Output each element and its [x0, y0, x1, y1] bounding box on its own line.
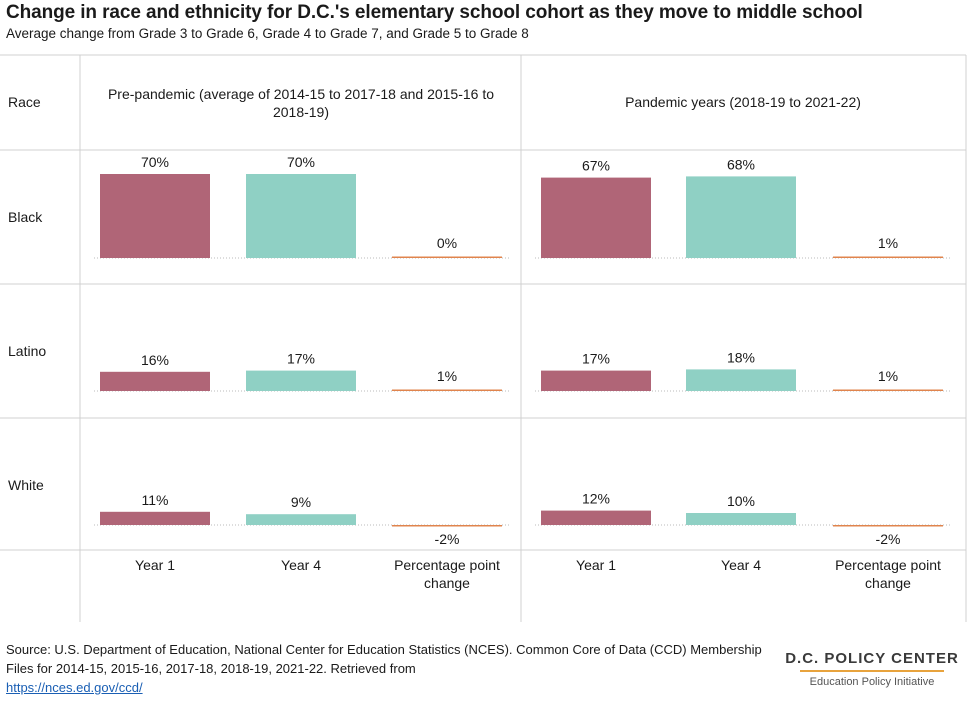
row-label-latino: Latino — [8, 343, 46, 359]
x-tick-label: Year 4 — [721, 557, 761, 573]
bar-white-p2-c3 — [833, 525, 943, 527]
row-label-white: White — [8, 477, 44, 493]
data-label: 68% — [727, 156, 755, 172]
x-tick-label: Percentage point change — [394, 557, 500, 591]
data-label: 1% — [878, 368, 898, 384]
bar-black-p1-c1 — [100, 174, 210, 258]
bar-latino-p1-c3 — [392, 389, 502, 391]
data-label: 12% — [582, 491, 610, 507]
source-note: Source: U.S. Department of Education, Na… — [6, 640, 766, 697]
bar-white-p2-c1 — [541, 510, 651, 525]
logo-sub-text: Education Policy Initiative — [809, 676, 935, 688]
source-link[interactable]: https://nces.ed.gov/ccd/ — [6, 680, 143, 695]
bar-latino-p2-c2 — [686, 369, 796, 391]
x-tick-label: Year 1 — [135, 557, 175, 573]
data-label: 70% — [141, 154, 169, 170]
data-label: 67% — [582, 158, 610, 174]
panel-title-pandemic: Pandemic years (2018-19 to 2021-22) — [625, 94, 861, 110]
bar-black-p1-c3 — [392, 256, 502, 258]
x-tick-label: Percentage point change — [835, 557, 941, 591]
data-label: 18% — [727, 349, 755, 365]
bar-black-p2-c1 — [541, 177, 651, 258]
bar-black-p2-c2 — [686, 176, 796, 258]
chart-title: Change in race and ethnicity for D.C.'s … — [6, 2, 863, 23]
data-label: 17% — [582, 351, 610, 367]
data-label: 9% — [291, 494, 311, 510]
data-label: -2% — [435, 531, 460, 547]
row-label-black: Black — [8, 209, 43, 225]
data-label: 11% — [142, 492, 169, 508]
dc-policy-center-logo: D.C. POLICY CENTER Education Policy Init… — [772, 650, 972, 688]
data-label: 70% — [287, 154, 315, 170]
data-label: -2% — [876, 531, 901, 547]
source-text: Source: U.S. Department of Education, Na… — [6, 642, 762, 676]
x-tick-label: Year 4 — [281, 557, 321, 573]
logo-main-text: D.C. POLICY CENTER — [785, 650, 959, 667]
bar-black-p2-c3 — [833, 256, 943, 258]
x-tick-label: Year 1 — [576, 557, 616, 573]
data-label: 16% — [141, 352, 169, 368]
bar-latino-p1-c2 — [246, 370, 356, 391]
bar-black-p1-c2 — [246, 174, 356, 258]
bar-latino-p2-c1 — [541, 370, 651, 391]
bar-white-p1-c2 — [246, 514, 356, 525]
chart-subtitle: Average change from Grade 3 to Grade 6, … — [6, 26, 529, 41]
data-label: 0% — [437, 235, 457, 251]
bar-white-p1-c1 — [100, 511, 210, 525]
panel-title-prepandemic: Pre-pandemic (average of 2014-15 to 2017… — [108, 86, 494, 120]
data-label: 1% — [878, 235, 898, 251]
logo-rule — [800, 670, 944, 672]
bar-white-p2-c2 — [686, 513, 796, 525]
bar-latino-p1-c1 — [100, 371, 210, 391]
data-label: 17% — [287, 351, 315, 367]
data-label: 10% — [727, 493, 755, 509]
bar-latino-p2-c3 — [833, 389, 943, 391]
row-header-label: Race — [8, 94, 41, 110]
data-label: 1% — [437, 368, 457, 384]
bar-white-p1-c3 — [392, 525, 502, 527]
